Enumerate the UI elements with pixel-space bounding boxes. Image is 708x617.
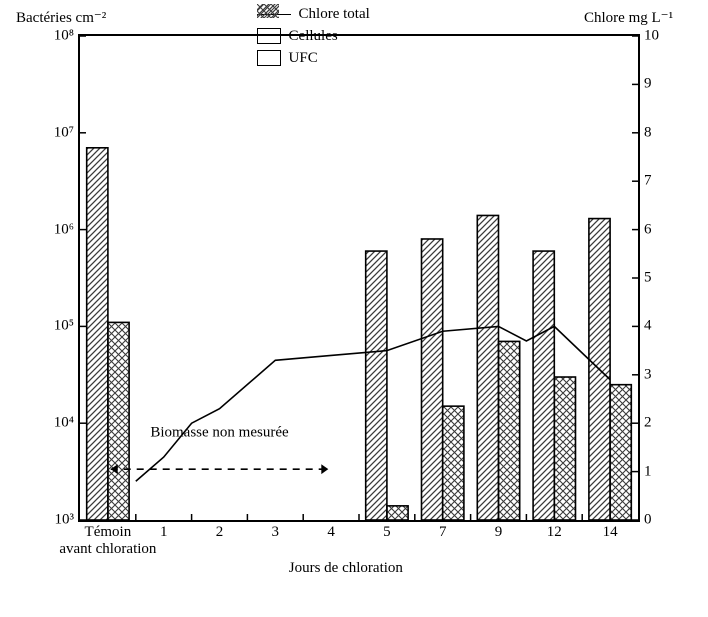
y-right-axis-title: Chlore mg L⁻¹ [584, 8, 673, 27]
ufc-bar [387, 506, 408, 520]
y-right-tick-label: 10 [638, 28, 659, 45]
legend-label: Chlore total [299, 6, 370, 23]
ufc-bar [108, 322, 129, 520]
ufc-bar [554, 377, 575, 520]
cellules-bar [87, 148, 108, 520]
y-left-tick-label: 10⁷ [54, 124, 80, 141]
x-axis-title: Jours de chloration [289, 560, 403, 577]
y-right-tick-label: 1 [638, 463, 652, 480]
cellules-bar [533, 251, 554, 520]
x-category-label: 14 [603, 520, 618, 541]
y-left-tick-label: 10⁴ [54, 415, 80, 432]
x-category-label: 12 [547, 520, 562, 541]
x-category-label: 2 [216, 520, 224, 541]
y-right-tick-label: 2 [638, 415, 652, 432]
chart-root: Bactéries cm⁻² Chlore mg L⁻¹ Jours de ch… [0, 0, 708, 617]
y-right-tick-label: 0 [638, 512, 652, 529]
y-left-tick-label: 10⁸ [54, 28, 80, 45]
ufc-bar [499, 341, 520, 520]
cellules-bar [421, 239, 442, 520]
arrowhead-right-icon [321, 464, 328, 474]
biomass-annotation: Biomasse non mesurée [150, 424, 288, 441]
y-right-tick-label: 3 [638, 366, 652, 383]
y-right-tick-label: 4 [638, 318, 652, 335]
y-right-tick-label: 7 [638, 173, 652, 190]
plot-svg [80, 36, 638, 520]
ufc-bar [610, 385, 631, 520]
x-category-label: 9 [495, 520, 503, 541]
y-right-tick-label: 8 [638, 124, 652, 141]
x-category-label: 4 [327, 520, 335, 541]
y-right-tick-label: 6 [638, 221, 652, 238]
y-left-tick-label: 10⁶ [54, 221, 80, 238]
x-category-label: 5 [383, 520, 391, 541]
y-right-tick-label: 5 [638, 270, 652, 287]
x-category-label: 3 [272, 520, 280, 541]
y-right-tick-label: 9 [638, 76, 652, 93]
x-category-label: Témoinavant chloration [59, 520, 156, 557]
cellules-bar [477, 215, 498, 520]
x-category-label: 7 [439, 520, 447, 541]
x-category-label: 1 [160, 520, 168, 541]
plot-area: 10³10⁴10⁵10⁶10⁷10⁸012345678910Témoinavan… [78, 34, 640, 522]
y-left-tick-label: 10⁵ [54, 318, 80, 335]
ufc-bar [443, 406, 464, 520]
cellules-bar [366, 251, 387, 520]
y-left-axis-title: Bactéries cm⁻² [16, 8, 106, 27]
